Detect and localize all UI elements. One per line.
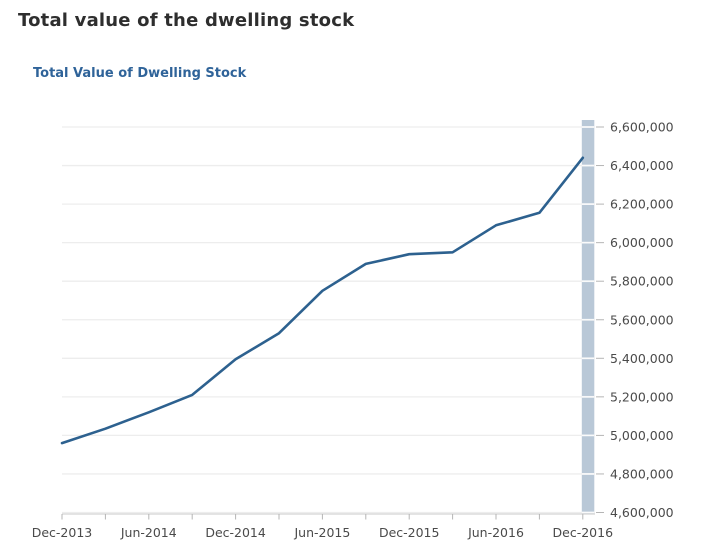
highlight-band <box>581 120 595 514</box>
series-line <box>60 156 585 445</box>
x-axis-label: Dec-2016 <box>553 525 614 540</box>
y-axis-label: 5,600,000 <box>610 312 674 327</box>
page-title: Total value of the dwelling stock <box>18 10 355 31</box>
y-axis-label: 6,600,000 <box>610 120 674 135</box>
y-axis-label: 5,800,000 <box>610 274 674 289</box>
y-axis-label: 6,200,000 <box>610 197 674 212</box>
y-axis-label: 6,400,000 <box>610 158 674 173</box>
x-axis-label: Jun-2014 <box>120 525 177 540</box>
x-axis-label: Jun-2016 <box>467 525 524 540</box>
chart-title: Total Value of Dwelling Stock <box>33 66 247 81</box>
y-axis-label: 4,800,000 <box>610 466 674 481</box>
y-axis-label: 5,000,000 <box>610 428 674 443</box>
x-axis-label: Dec-2013 <box>32 525 93 540</box>
x-axis-label: Jun-2015 <box>293 525 350 540</box>
y-axis-label: 4,600,000 <box>610 505 674 520</box>
x-axis-label: Dec-2015 <box>379 525 440 540</box>
y-axis-label: 6,000,000 <box>610 235 674 250</box>
x-axis-label: Dec-2014 <box>205 525 266 540</box>
y-axis-label: 5,200,000 <box>610 389 674 404</box>
y-axis-label: 5,400,000 <box>610 351 674 366</box>
